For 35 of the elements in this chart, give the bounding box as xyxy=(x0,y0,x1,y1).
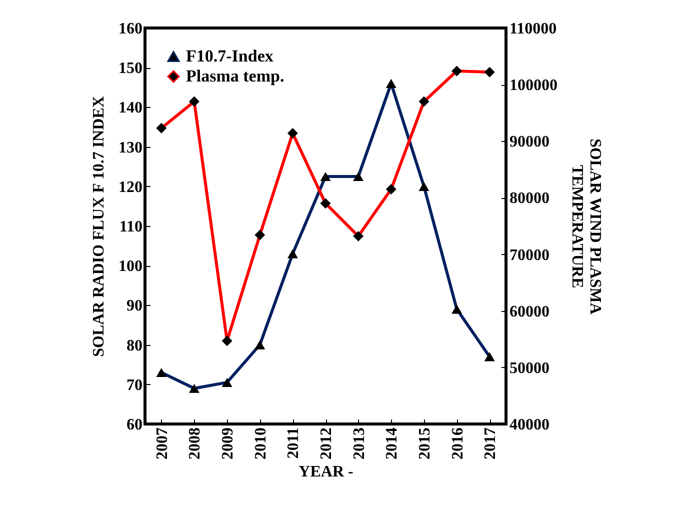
y2-tick-label: 110000 xyxy=(510,20,557,38)
x-tick-label: 2015 xyxy=(416,428,434,460)
y-tick-label: 160 xyxy=(118,20,142,38)
x-tick-label: 2016 xyxy=(449,428,466,460)
y-axis-title: SOLAR RADIO FLUX F 10.7 INDEX xyxy=(90,96,108,357)
y2-tick-label: 40000 xyxy=(510,416,550,434)
y2-axis-title: SOLAR WIND PLASMA TEMPERATURE xyxy=(568,138,604,315)
x-tick-label: 2013 xyxy=(350,428,368,460)
legend-label: Plasma temp. xyxy=(186,66,284,86)
x-tick-label: 2007 xyxy=(154,428,171,460)
x-tick-label: 2008 xyxy=(186,428,204,460)
x-axis-title: YEAR - xyxy=(298,464,354,480)
y-tick-label: 90 xyxy=(126,298,142,315)
x-tick-label: 2014 xyxy=(384,428,401,460)
y-tick-label: 70 xyxy=(126,376,142,394)
y-tick-label: 60 xyxy=(126,416,142,434)
x-tick-label: 2017 xyxy=(482,428,500,460)
x-tick-label: 2009 xyxy=(220,428,237,460)
y-tick-label: 150 xyxy=(118,60,142,78)
y-tick-label: 80 xyxy=(126,337,142,354)
y2-tick-label: 80000 xyxy=(510,190,550,208)
x-tick-label: 2012 xyxy=(318,428,335,460)
y-tick-label: 140 xyxy=(118,100,142,117)
x-tick-label: 2010 xyxy=(252,428,270,460)
y-tick-label: 110 xyxy=(119,218,142,236)
y2-tick-label: 90000 xyxy=(510,134,550,151)
y2-tick-label: 100000 xyxy=(510,77,558,94)
x-tick-label: 2011 xyxy=(285,428,302,459)
y-tick-label: 100 xyxy=(118,258,142,276)
y2-tick-label: 70000 xyxy=(510,246,550,264)
legend-label: F10.7-Index xyxy=(186,46,274,66)
y2-tick-label: 50000 xyxy=(510,360,550,377)
y2-tick-label: 60000 xyxy=(510,303,550,320)
y-tick-label: 130 xyxy=(118,139,142,156)
y-tick-label: 120 xyxy=(118,178,142,196)
